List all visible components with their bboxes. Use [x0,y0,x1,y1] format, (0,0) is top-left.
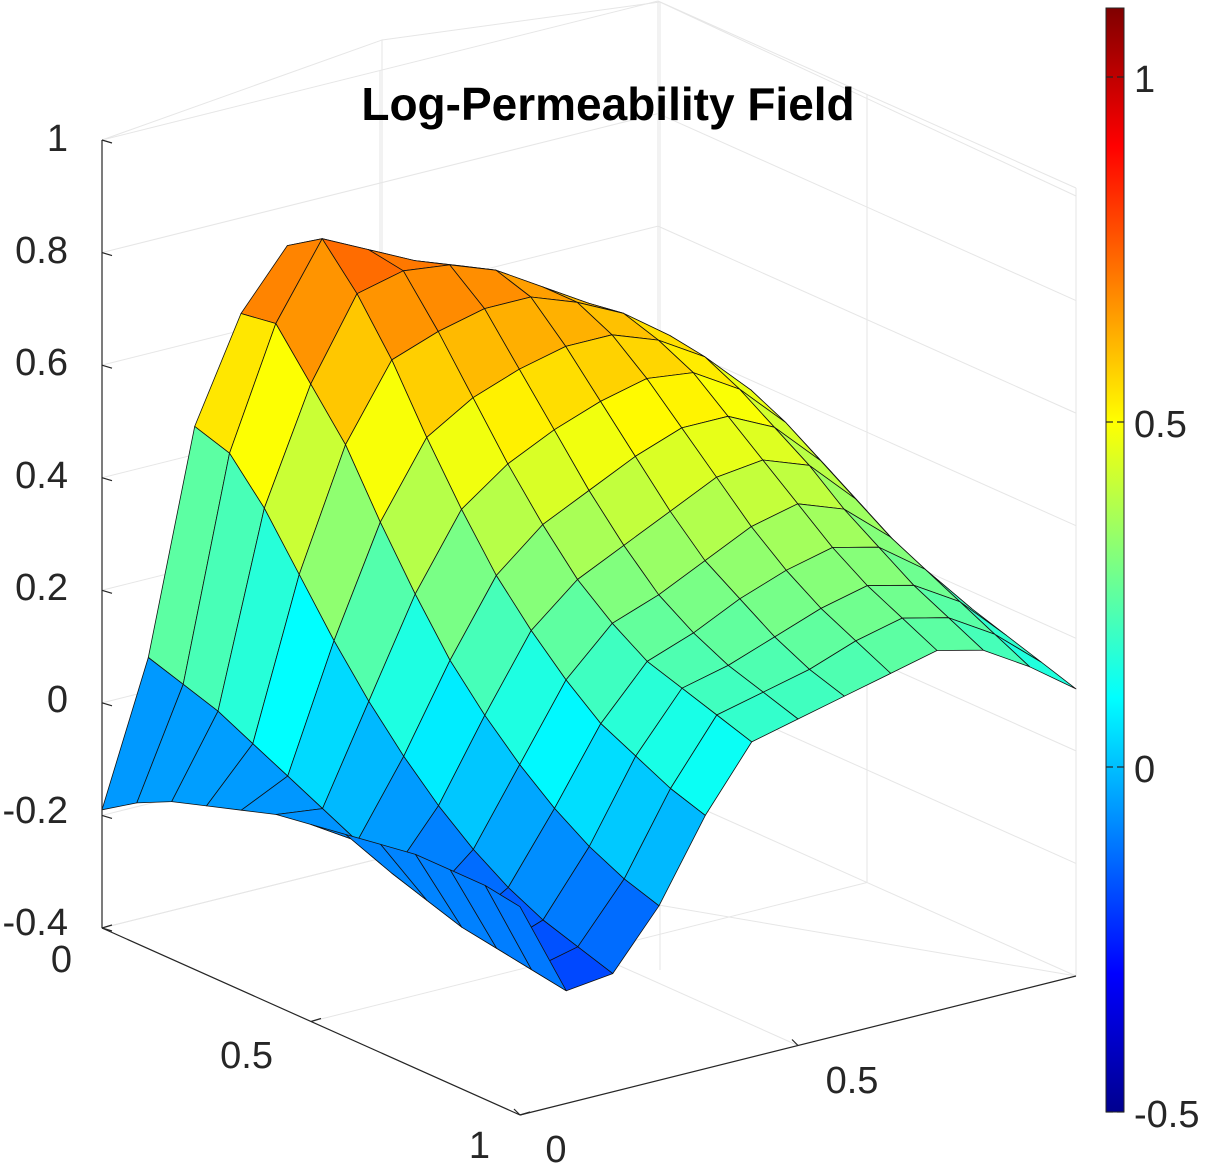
y-tick-label: 1 [469,1125,490,1167]
colorbar: 1 0.5 0 -0.5 [1105,7,1199,1136]
x-tick-label: 0 [545,1129,566,1169]
y-tick-label: 0.5 [220,1035,273,1077]
surface-face [994,633,1077,690]
z-tick-label: 0.8 [15,230,68,272]
axis-tick [101,139,113,144]
axis-tick [101,924,113,929]
axis-tick [101,702,113,707]
surface [101,238,1077,992]
z-tick-label: 0.4 [15,455,68,497]
colorbar-tick-label: 0 [1134,749,1155,791]
colorbar-tick-label: 1 [1134,59,1155,101]
colorbar-tick-label: 0.5 [1134,404,1187,446]
x-tick-labels: 0 0.5 [545,1060,878,1169]
axis-tick [101,589,113,594]
z-tick-label: 1 [47,118,68,160]
colorbar-tick-label: -0.5 [1134,1094,1199,1136]
axis-tick [101,477,113,482]
y-tick-label: 0 [51,939,72,981]
chart-title: Log-Permeability Field [361,78,854,130]
colorbar-ticks [1106,76,1124,1113]
z-tick-label: 0 [47,679,68,721]
z-tick-labels: 1 0.8 0.6 0.4 0.2 0 -0.2 -0.4 [3,118,68,944]
colorbar-scale [1105,7,1125,1113]
axis-tick [791,1039,799,1046]
z-tick-label: 0.2 [15,567,68,609]
x-tick-label: 0.5 [826,1060,879,1102]
axis-tick [101,927,113,932]
axis-ticks [101,139,799,1116]
z-tick-label: 0.6 [15,342,68,384]
axis-tick [101,814,113,820]
y-tick-labels: 0 0.5 1 [51,939,490,1167]
surface-face [484,885,567,992]
axis-tick [513,1108,521,1116]
axis-tick [310,1017,322,1023]
axis-tick [519,1111,531,1116]
axes [101,139,1077,1116]
axis-tick [101,251,113,257]
axis-tick [101,364,113,369]
z-tick-label: -0.4 [3,902,68,944]
z-tick-label: -0.2 [3,790,68,832]
